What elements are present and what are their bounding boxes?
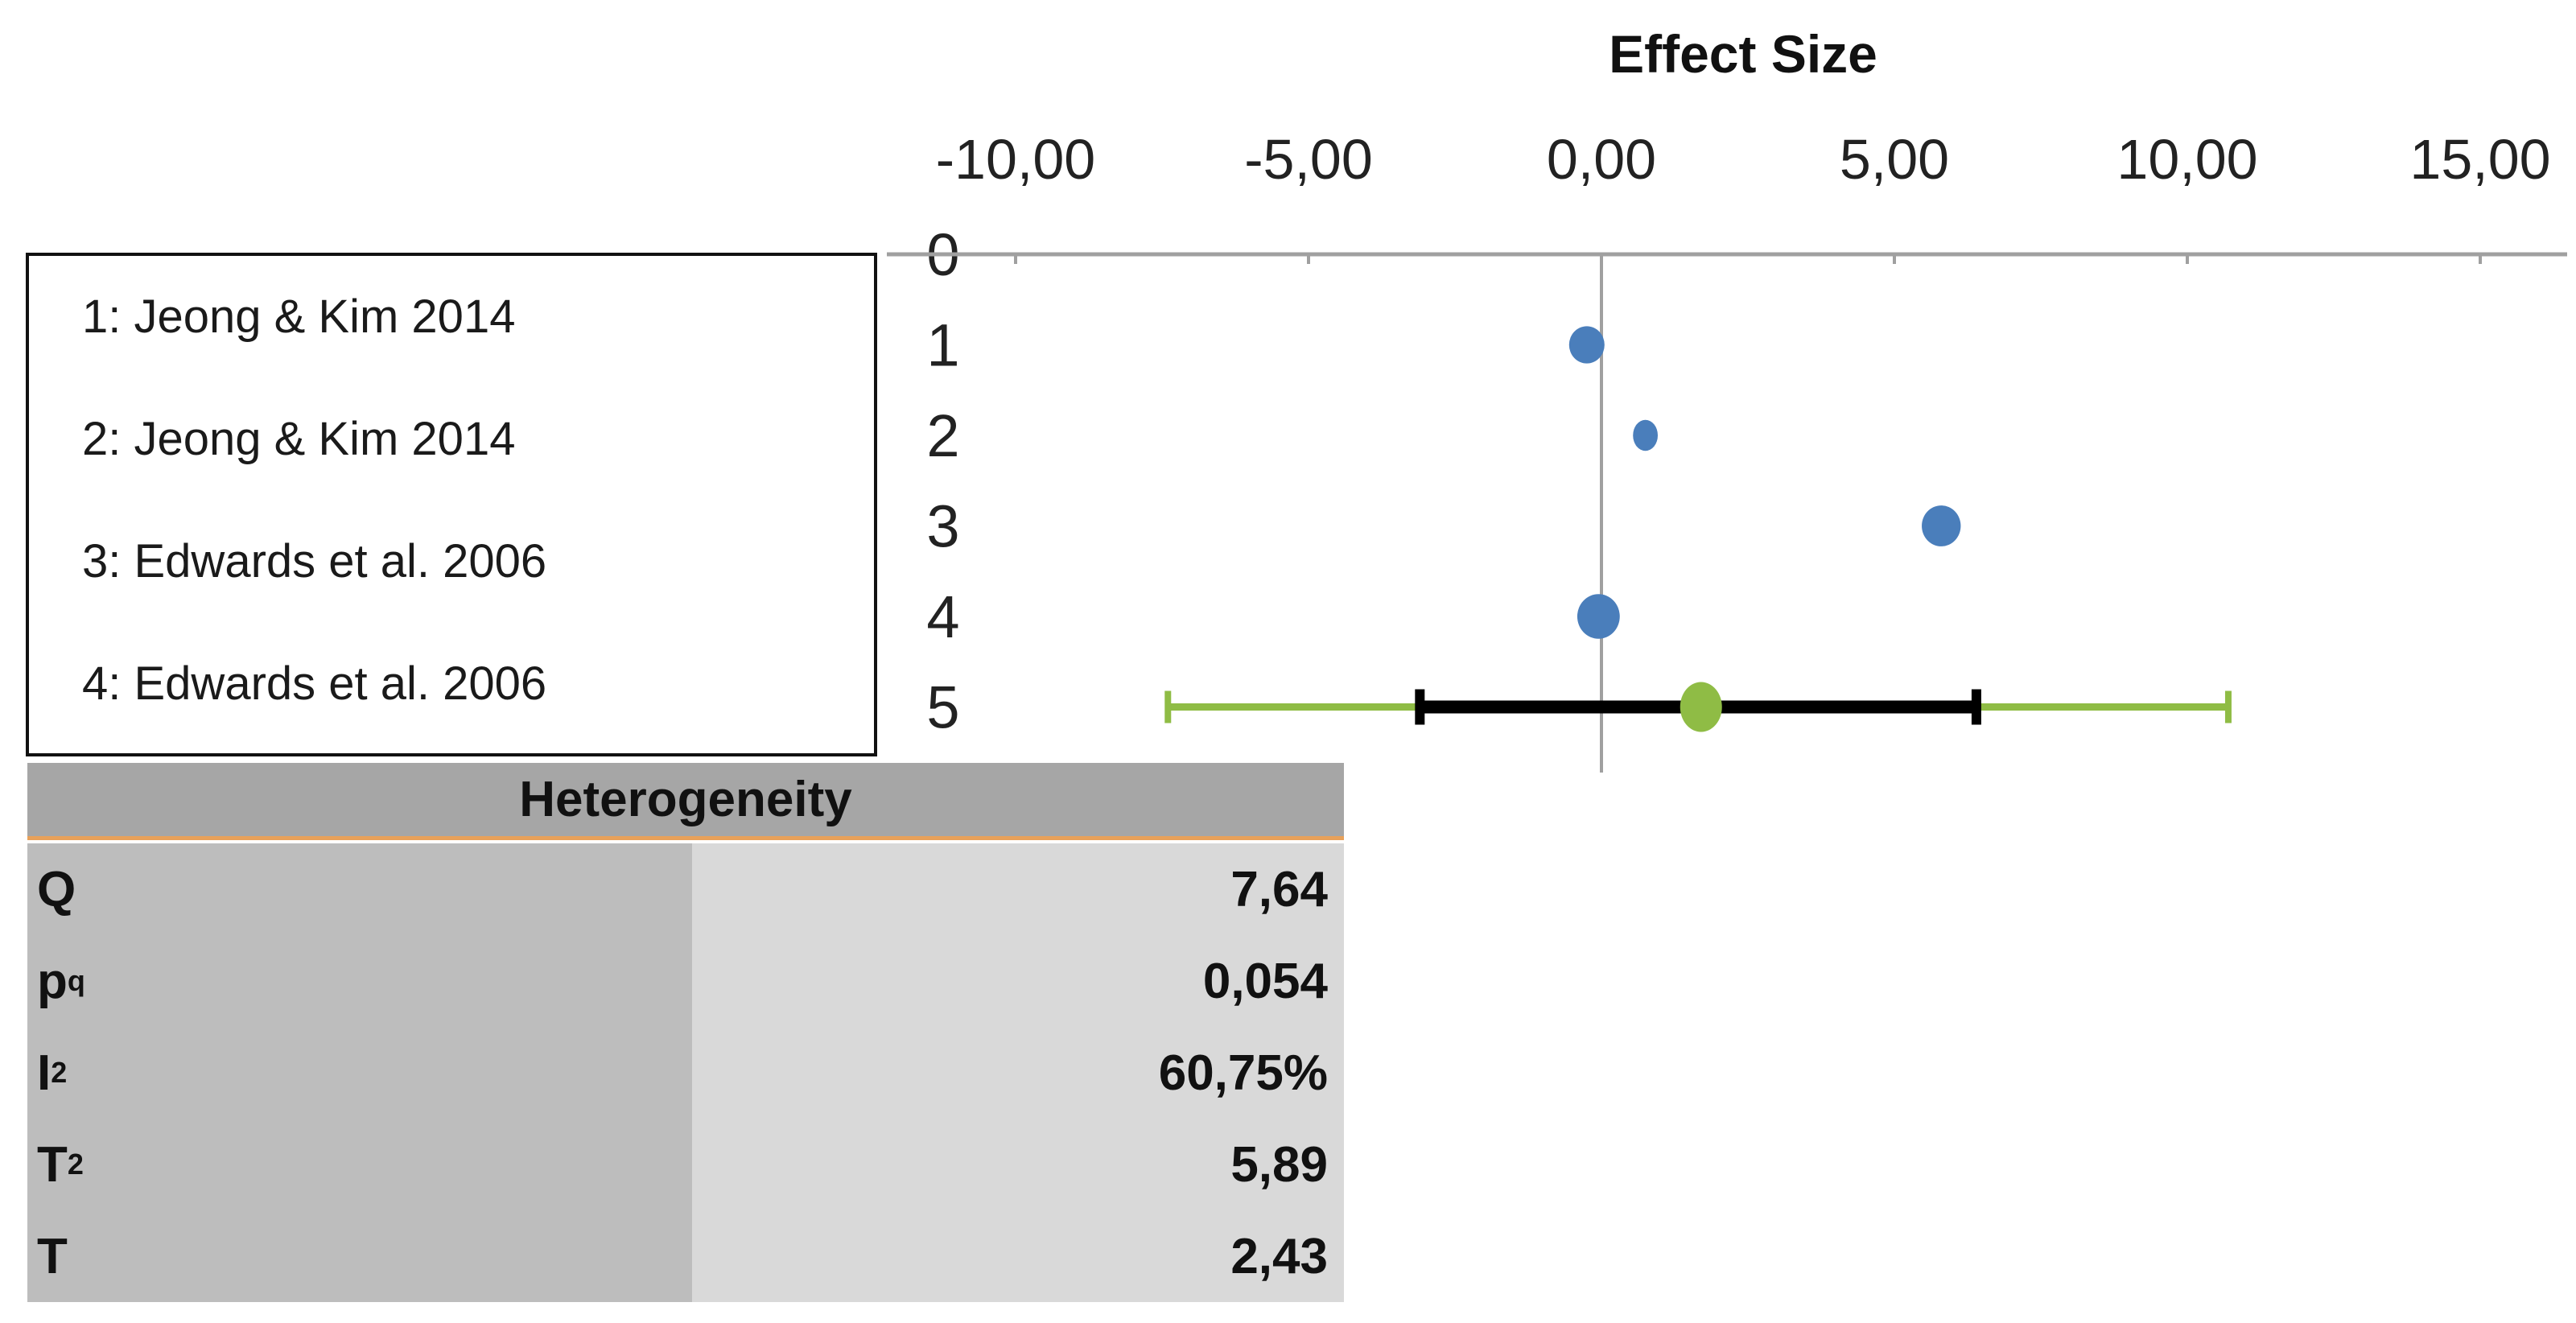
y-tick-label-2: 2 (926, 402, 959, 469)
study-point-2 (1633, 419, 1658, 451)
het-value-t2: 5,89 (692, 1119, 1344, 1210)
legend-item-4: 4: Edwards et al. 2006 (82, 657, 547, 710)
heterogeneity-header: Heterogeneity (27, 763, 1344, 840)
legend-item-3: 3: Edwards et al. 2006 (82, 535, 547, 587)
study-point-1 (1568, 326, 1605, 364)
y-tick-label-4: 4 (926, 583, 959, 650)
y-tick-label-3: 3 (926, 493, 959, 560)
y-tick-label-5: 5 (926, 674, 959, 741)
study-point-4 (1577, 594, 1620, 639)
x-tick-label-4: 10,00 (2116, 128, 2257, 191)
het-label-t: T (27, 1210, 692, 1302)
legend-item-2: 2: Jeong & Kim 2014 (82, 413, 516, 465)
het-row-q: Q 7,64 (27, 843, 1344, 935)
x-axis-title: Effect Size (1609, 24, 1877, 84)
pooled-estimate-point (1680, 682, 1722, 732)
y-tick-label-1: 1 (926, 312, 959, 379)
het-value-i2: 60,75% (692, 1027, 1344, 1119)
study-legend: 1: Jeong & Kim 2014 2: Jeong & Kim 2014 … (26, 253, 877, 756)
het-value-pq: 0,054 (692, 935, 1344, 1027)
het-value-q: 7,64 (692, 843, 1344, 935)
het-value-t: 2,43 (692, 1210, 1344, 1302)
x-tick-label-5: 15,00 (2409, 128, 2550, 191)
x-tick-label-2: 0,00 (1547, 128, 1656, 191)
x-tick-label-0: -10,00 (936, 128, 1095, 191)
study-point-3 (1922, 505, 1961, 546)
het-row-t: T 2,43 (27, 1210, 1344, 1302)
x-tick-label-3: 5,00 (1840, 128, 1949, 191)
legend-item-1: 1: Jeong & Kim 2014 (82, 291, 516, 343)
x-tick-label-1: -5,00 (1244, 128, 1373, 191)
het-label-q: Q (27, 843, 692, 935)
